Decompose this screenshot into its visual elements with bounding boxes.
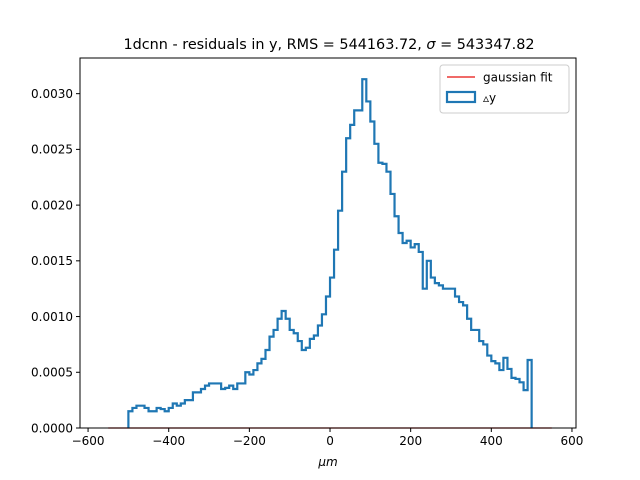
x-tick-label: 200: [399, 434, 422, 448]
y-tick-label: 0.0020: [31, 198, 73, 212]
x-tick-label: 400: [480, 434, 503, 448]
legend: gaussian fit ▵y: [439, 64, 570, 114]
x-tick-label: 600: [561, 434, 584, 448]
x-tick-label: −600: [72, 434, 105, 448]
axes-frame: [79, 57, 577, 429]
x-tick-label: −400: [152, 434, 185, 448]
x-tick-label: −200: [233, 434, 266, 448]
y-tick-label: 0.0015: [31, 254, 73, 268]
x-tick-label: 0: [326, 434, 334, 448]
legend-label-gaussian-fit: gaussian fit: [483, 71, 553, 85]
plot-area: −600 −400 −200 0 200 400 600 0.0000 0.0005 0.0010…: [31, 57, 584, 448]
legend-label-deltay: ▵y: [483, 91, 496, 105]
series-deltay-step: [127, 78, 533, 428]
chart-title: 1dcnn - residuals in y, RMS = 544163.72,…: [123, 37, 534, 53]
y-tick-label: 0.0005: [31, 366, 73, 380]
y-tick-label: 0.0025: [31, 143, 73, 157]
y-tick-label: 0.0000: [31, 421, 73, 435]
y-tick-label: 0.0030: [31, 87, 73, 101]
legend-swatch-deltay: [445, 90, 477, 104]
y-tick-label: 0.0010: [31, 310, 73, 324]
x-axis-label: μm: [317, 455, 337, 469]
